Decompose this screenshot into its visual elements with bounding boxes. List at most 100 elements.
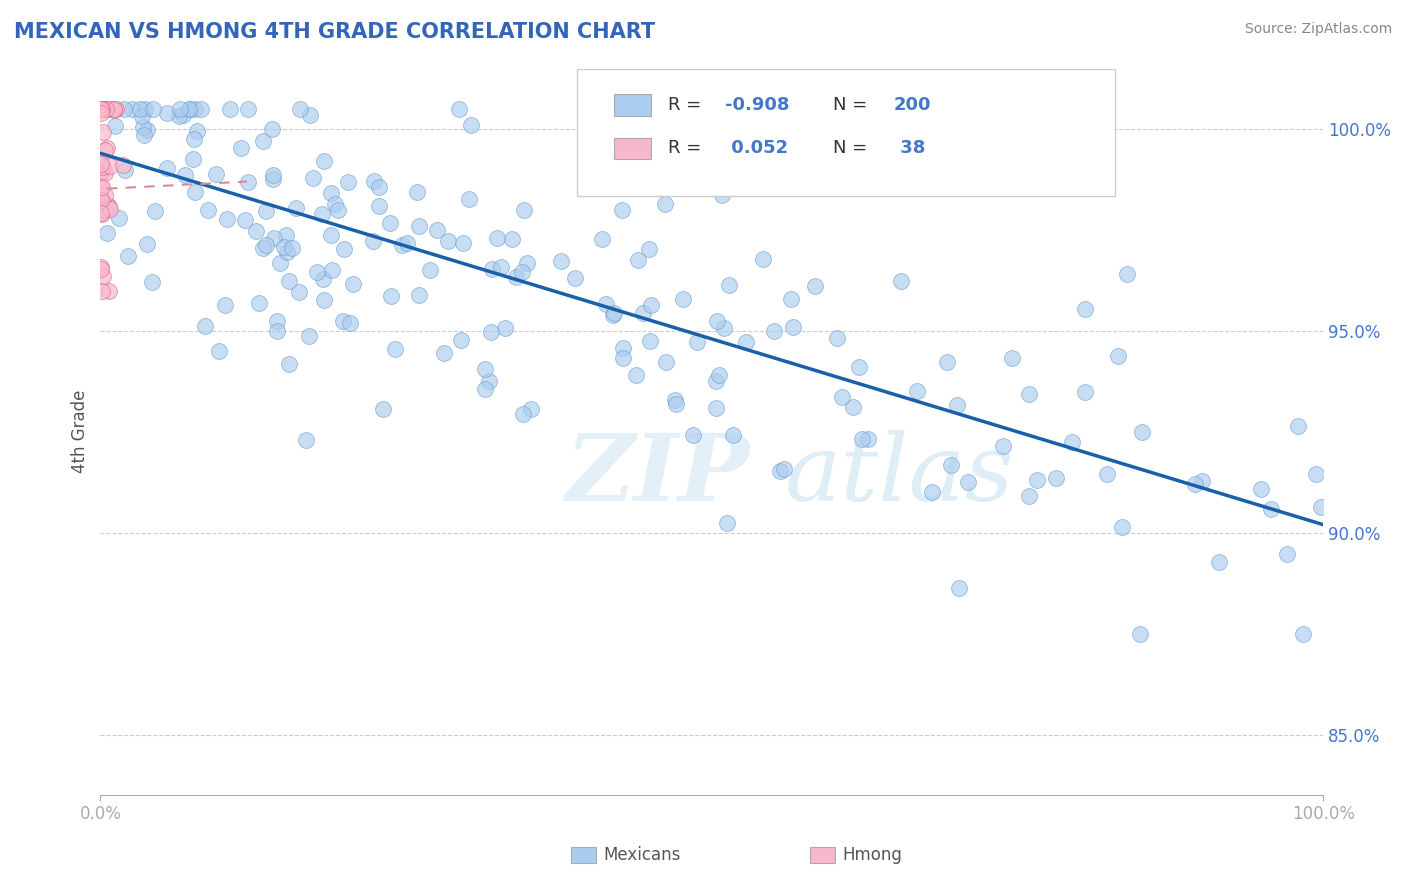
- Point: [173, 168, 195, 182]
- Point: [94, 143, 117, 157]
- Point: [1310, 500, 1333, 514]
- Point: [333, 242, 356, 256]
- Point: [478, 374, 501, 388]
- Point: [520, 401, 543, 416]
- Point: [278, 357, 301, 371]
- Text: 0.052: 0.052: [725, 139, 789, 158]
- Text: 200: 200: [894, 95, 931, 114]
- Point: [763, 324, 786, 338]
- Point: [266, 314, 288, 328]
- Point: [233, 213, 256, 227]
- Point: [156, 106, 179, 120]
- Point: [194, 319, 217, 334]
- Point: [98, 202, 121, 216]
- Point: [254, 238, 277, 252]
- Point: [273, 240, 295, 254]
- Point: [512, 408, 534, 422]
- Point: [450, 333, 472, 347]
- Point: [1116, 267, 1139, 281]
- Point: [311, 272, 333, 286]
- Point: [447, 102, 470, 116]
- Point: [311, 206, 333, 220]
- Point: [993, 439, 1015, 453]
- Text: -0.908: -0.908: [725, 95, 790, 114]
- Point: [269, 255, 291, 269]
- Point: [772, 462, 794, 476]
- Point: [602, 308, 624, 322]
- Point: [948, 582, 970, 596]
- Point: [184, 186, 207, 200]
- Point: [1062, 434, 1084, 449]
- Point: [591, 232, 613, 246]
- FancyBboxPatch shape: [614, 94, 651, 116]
- Point: [97, 198, 120, 212]
- Point: [630, 169, 652, 183]
- Point: [1095, 467, 1118, 481]
- Point: [489, 260, 512, 275]
- Point: [638, 334, 661, 349]
- Point: [205, 167, 228, 181]
- Point: [254, 203, 277, 218]
- Point: [408, 219, 430, 233]
- Point: [842, 400, 865, 414]
- Point: [384, 343, 406, 357]
- Point: [921, 484, 943, 499]
- Point: [851, 432, 873, 446]
- Point: [90, 102, 112, 116]
- Point: [479, 325, 502, 339]
- Point: [1286, 418, 1309, 433]
- Point: [91, 207, 114, 221]
- Point: [721, 427, 744, 442]
- Point: [247, 296, 270, 310]
- Point: [457, 192, 479, 206]
- Point: [295, 434, 318, 448]
- Point: [181, 152, 204, 166]
- Point: [184, 102, 207, 116]
- Point: [217, 212, 239, 227]
- Point: [373, 402, 395, 417]
- Point: [90, 166, 112, 180]
- Point: [91, 160, 114, 174]
- Point: [90, 157, 112, 171]
- Point: [131, 109, 153, 123]
- Point: [654, 355, 676, 369]
- Point: [97, 200, 120, 214]
- Point: [91, 102, 114, 116]
- Point: [107, 211, 129, 225]
- Point: [638, 242, 661, 256]
- Text: R =: R =: [668, 95, 707, 114]
- Point: [98, 160, 121, 174]
- Point: [905, 384, 928, 399]
- Text: Hmong: Hmong: [842, 847, 903, 864]
- Point: [214, 297, 236, 311]
- Point: [890, 274, 912, 288]
- Point: [93, 125, 115, 139]
- Point: [117, 250, 139, 264]
- Point: [252, 134, 274, 148]
- Point: [190, 102, 212, 116]
- Point: [236, 102, 259, 116]
- Point: [332, 314, 354, 328]
- Point: [301, 171, 323, 186]
- Point: [278, 274, 301, 288]
- Point: [665, 396, 688, 410]
- Point: [90, 165, 112, 179]
- Point: [263, 231, 285, 245]
- Point: [405, 185, 427, 199]
- Point: [550, 254, 572, 268]
- Point: [91, 102, 114, 116]
- Point: [186, 123, 208, 137]
- Point: [686, 335, 709, 350]
- Point: [672, 292, 695, 306]
- Point: [231, 141, 253, 155]
- Point: [510, 265, 533, 279]
- Text: 38: 38: [894, 139, 925, 158]
- Point: [1130, 425, 1153, 439]
- Point: [626, 368, 648, 383]
- Point: [707, 368, 730, 382]
- Point: [90, 102, 112, 116]
- Point: [936, 355, 959, 369]
- Point: [426, 223, 449, 237]
- Point: [433, 346, 456, 360]
- Point: [96, 141, 118, 155]
